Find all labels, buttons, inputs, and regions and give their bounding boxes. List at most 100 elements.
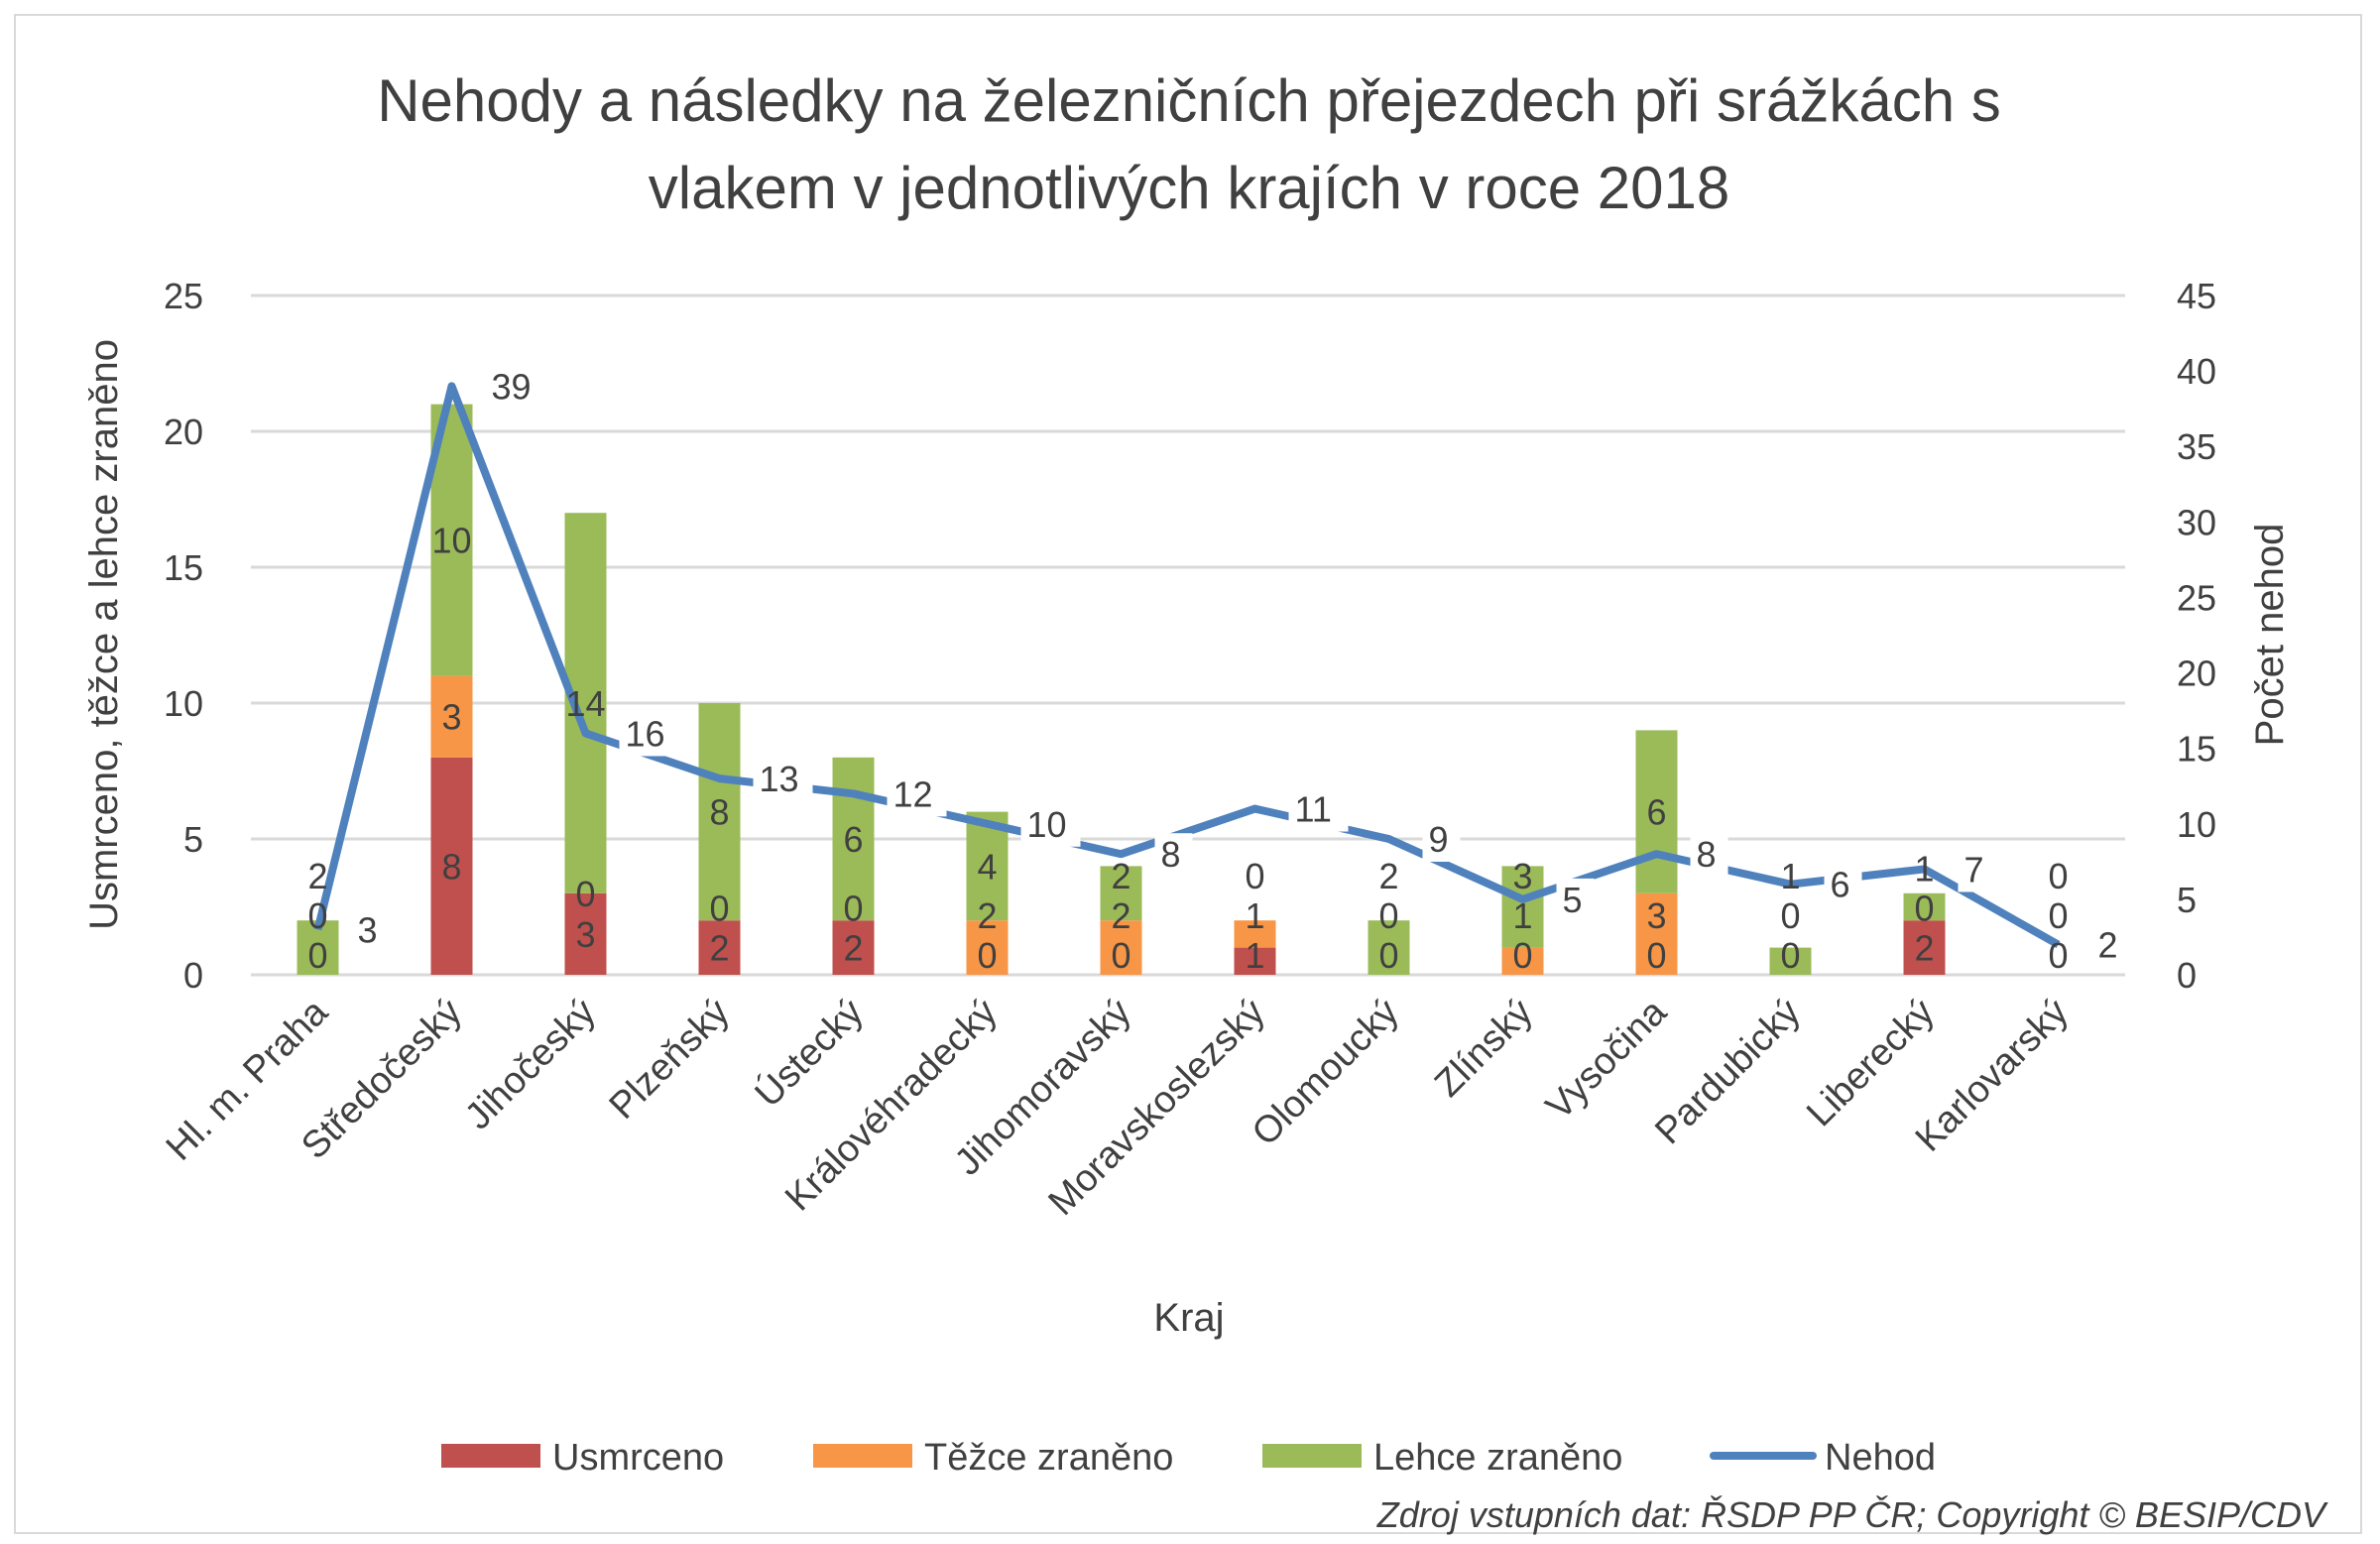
bar-data-label: 2 <box>307 856 327 896</box>
line-data-label: 10 <box>1027 804 1067 845</box>
source-note: Zdroj vstupních dat: ŘSDP PP ČR; Copyrig… <box>1376 1494 2328 1535</box>
bar-lehce-zraněno <box>698 703 741 921</box>
legend-swatch-1 <box>813 1444 912 1468</box>
line-label-background <box>2091 923 2130 968</box>
nehod-line <box>313 382 2061 949</box>
chart-border <box>14 14 2362 1534</box>
legend-label: Usmrceno <box>552 1437 724 1479</box>
line-data-label: 2 <box>2098 925 2118 966</box>
bar-data-label: 0 <box>307 895 327 936</box>
bar-data-label: 0 <box>1914 889 1934 929</box>
bar-data-label: 2 <box>1111 856 1130 896</box>
bar-data-label: 2 <box>1914 928 1934 969</box>
bar-data-label: 2 <box>1378 856 1398 896</box>
bar-data-label: 1 <box>1245 895 1264 936</box>
line-data-label: 8 <box>1697 834 1717 875</box>
line-data-label: 11 <box>1295 789 1332 830</box>
bar-data-label: 0 <box>575 874 595 914</box>
bar-data-label: 0 <box>1780 895 1800 936</box>
nehod-line-path <box>313 382 2061 949</box>
line-data-label: 9 <box>1429 819 1449 860</box>
bar-data-label: 0 <box>1646 935 1666 976</box>
line-label-background <box>1690 833 1728 878</box>
y2-tick-label: 20 <box>2177 653 2216 694</box>
right-axis-ticks: 0 5 10 15 20 25 30 35 40 45 <box>2177 276 2216 996</box>
bar-data-label: 0 <box>1780 935 1800 976</box>
bar-data-label: 0 <box>1378 935 1398 976</box>
y2-tick-label: 10 <box>2177 804 2216 845</box>
bar-data-label: 8 <box>441 846 461 887</box>
y-tick-label: 5 <box>183 819 203 860</box>
bar-lehce-zraněno <box>1100 866 1142 921</box>
bar-usmrceno <box>430 757 473 975</box>
line-label-background <box>1020 802 1081 847</box>
bar-lehce-zraněno <box>1368 920 1410 975</box>
line-label-background <box>1154 833 1193 878</box>
bar-data-labels: 002 8310301420820602402211000201303600120… <box>307 521 2068 976</box>
bar-data-label: 4 <box>977 846 997 887</box>
bar-data-label: 8 <box>709 792 729 833</box>
bars <box>297 404 1946 975</box>
line-data-label: 5 <box>1563 880 1583 920</box>
y-tick-label: 15 <box>164 547 203 588</box>
bar-data-label: 1 <box>1914 849 1934 890</box>
line-label-background <box>753 758 813 802</box>
bar-data-label: 1 <box>1780 856 1800 896</box>
bar-těžce-zraněno <box>1635 892 1678 975</box>
bar-data-label: 3 <box>1646 895 1666 936</box>
line-data-label: 16 <box>626 713 665 754</box>
bar-data-label: 0 <box>2048 935 2068 976</box>
y-tick-label: 0 <box>183 955 203 996</box>
bar-data-label: 6 <box>843 819 863 860</box>
bar-usmrceno <box>1234 947 1276 975</box>
bar-data-label: 0 <box>709 889 729 929</box>
bar-data-label: 3 <box>575 914 595 955</box>
y-tick-label: 10 <box>164 683 203 724</box>
bar-usmrceno <box>1903 920 1946 975</box>
legend-swatch-0 <box>441 1444 540 1468</box>
legend-label: Těžce zraněno <box>924 1437 1173 1479</box>
chart-title-line-2: vlakem v jednotlivých krajích v roce 201… <box>649 155 1730 221</box>
bar-data-label: 6 <box>1646 792 1666 833</box>
line-data-label: 6 <box>1831 865 1850 905</box>
y2-axis-title: Počet nehod <box>2248 524 2292 747</box>
bar-data-label: 0 <box>307 935 327 976</box>
bar-data-label: 10 <box>431 521 471 561</box>
bar-usmrceno <box>832 920 875 975</box>
bar-data-label: 1 <box>1245 935 1264 976</box>
bar-data-label: 0 <box>2048 895 2068 936</box>
y-tick-label: 20 <box>164 412 203 452</box>
bar-data-label: 0 <box>2048 856 2068 896</box>
bar-data-label: 2 <box>709 928 729 969</box>
gridlines <box>251 294 2125 977</box>
line-data-label: 12 <box>893 773 933 814</box>
bar-těžce-zraněno <box>966 920 1009 975</box>
bar-lehce-zraněno <box>1501 866 1544 948</box>
x-axis-title: Kraj <box>1153 1296 1224 1340</box>
line-data-label: 39 <box>492 366 532 407</box>
bar-těžce-zraněno <box>1234 920 1276 948</box>
bar-lehce-zraněno <box>1769 947 1812 975</box>
bar-data-label: 2 <box>843 928 863 969</box>
bar-data-label: 3 <box>1512 856 1532 896</box>
y2-tick-label: 40 <box>2177 351 2216 392</box>
legend-label: Nehod <box>1825 1437 1936 1479</box>
y-tick-label: 25 <box>164 276 203 316</box>
legend-swatch-2 <box>1262 1444 1362 1468</box>
line-label-background <box>1958 848 1996 892</box>
bar-lehce-zraněno <box>297 920 339 975</box>
line-label-background <box>1556 878 1595 922</box>
line-data-label: 3 <box>358 909 378 950</box>
y2-tick-label: 25 <box>2177 577 2216 618</box>
bar-těžce-zraněno <box>430 675 473 758</box>
line-label-background <box>619 712 679 757</box>
bar-lehce-zraněno <box>832 757 875 921</box>
bar-data-label: 2 <box>1111 895 1130 936</box>
line-label-background <box>1288 787 1349 832</box>
bar-data-label: 2 <box>977 895 997 936</box>
y2-tick-label: 30 <box>2177 502 2216 542</box>
y2-tick-label: 15 <box>2177 729 2216 770</box>
bar-data-label: 0 <box>843 889 863 929</box>
